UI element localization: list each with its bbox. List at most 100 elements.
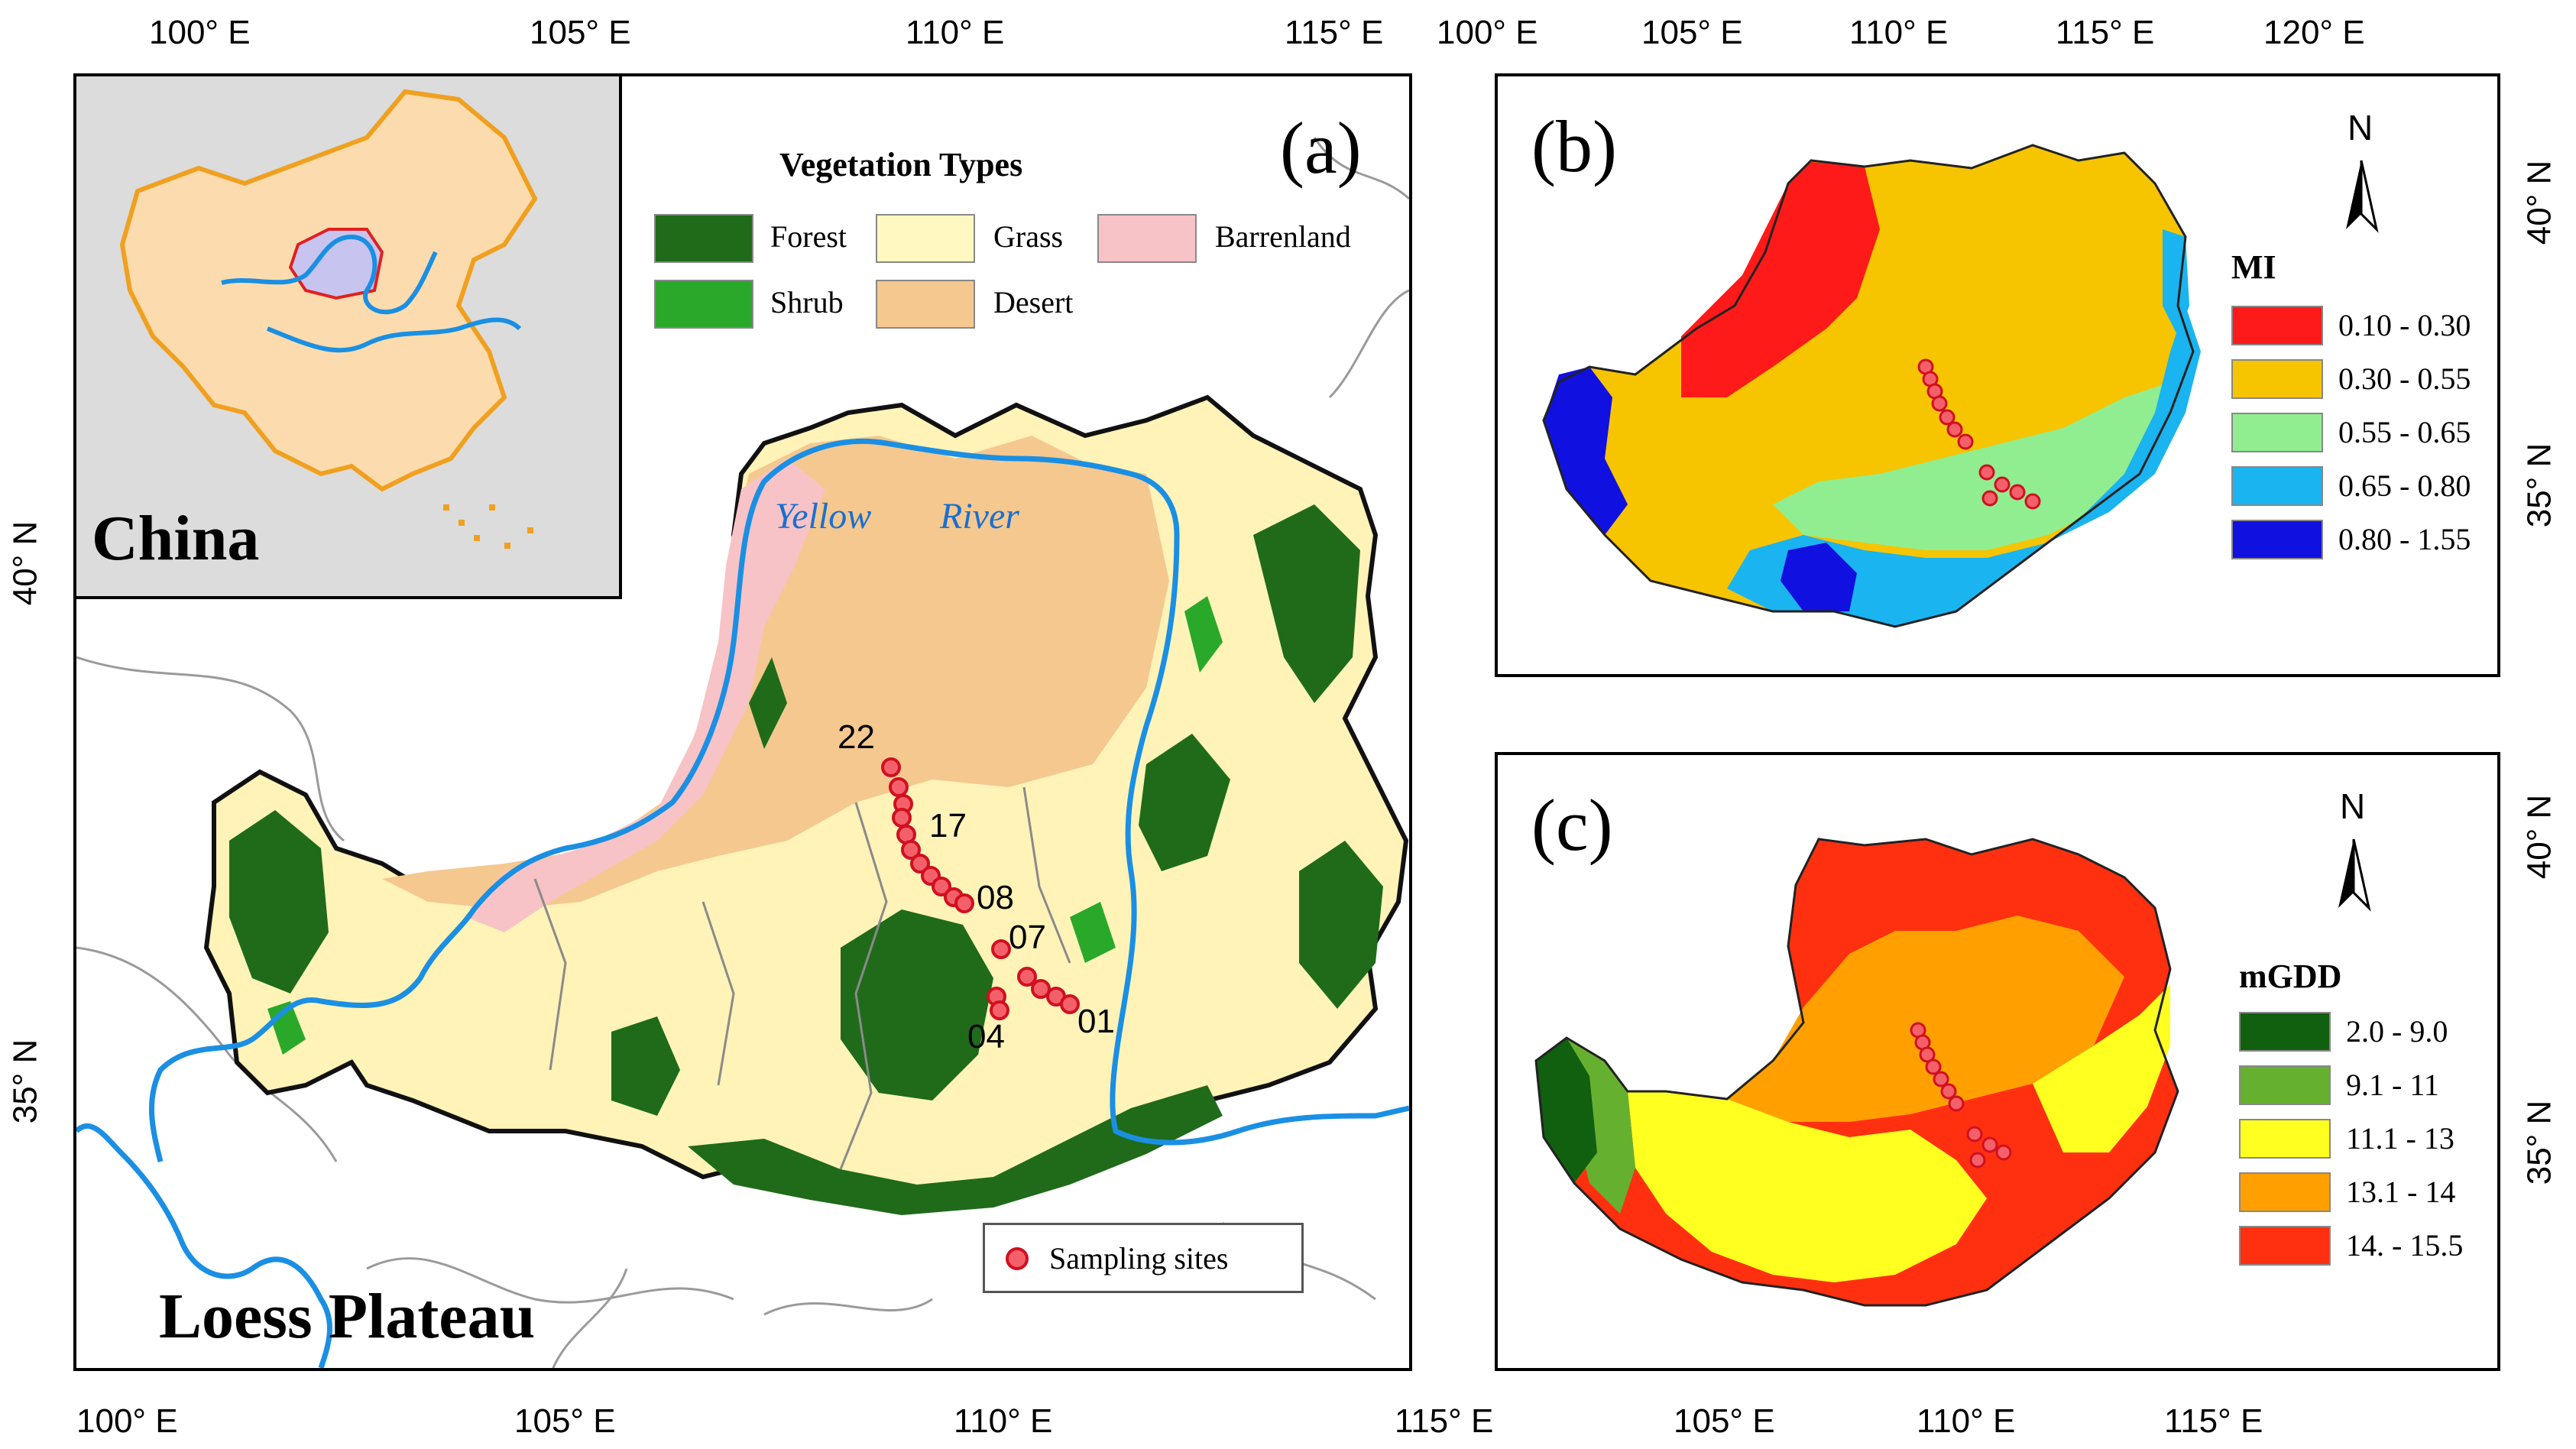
gdd-legend-label-2: 11.1 - 13	[2346, 1121, 2454, 1156]
a-top-tick-110: 110° E	[906, 14, 1005, 51]
river-label-yellow: Yellow	[775, 496, 872, 536]
legend-barrenland-label: Barrenland	[1215, 219, 1351, 254]
inset-yellow-river	[221, 234, 438, 315]
inset-yangtze-river	[266, 317, 522, 353]
a-bottom-tick-115: 115° E	[1395, 1402, 1494, 1440]
b-sampling-sites	[1917, 358, 2041, 510]
b-top-tick-110: 110° E	[1849, 14, 1949, 51]
gdd-legend-swatch-3	[2239, 1172, 2331, 1212]
legend-grass-label: Grass	[993, 219, 1064, 254]
b-right-tick-40: 40° N	[2520, 160, 2558, 245]
mi-legend-label-4: 0.80 - 1.55	[2338, 522, 2471, 556]
b-top-tick-115: 115° E	[2056, 14, 2155, 51]
a-left-tick-35: 35° N	[6, 1039, 44, 1124]
a-left-tick-40: 40° N	[6, 520, 44, 606]
vegetation-legend-title: Vegetation Types	[779, 146, 1023, 183]
gdd-legend-swatch-2	[2239, 1119, 2331, 1159]
legend-shrub-swatch	[654, 280, 753, 329]
mi-blue-zone	[1544, 367, 1628, 535]
gdd-legend-label-4: 14. - 15.5	[2346, 1228, 2464, 1263]
b-right-tick-35: 35° N	[2520, 442, 2558, 528]
c-right-tick-40: 40° N	[2520, 794, 2558, 880]
panel-a-map: China (a) Vegetation Types Forest Grass …	[73, 73, 1412, 1371]
legend-desert-label: Desert	[993, 285, 1074, 319]
mi-lightgreen-zone	[1773, 382, 2170, 550]
a-bottom-tick-110: 110° E	[954, 1402, 1053, 1440]
gdd-legend-label-1: 9.1 - 11	[2346, 1068, 2439, 1102]
panel-c-label: (c)	[1531, 784, 1613, 866]
mi-legend-label-0: 0.10 - 0.30	[2338, 308, 2471, 342]
c-north-arrow	[2338, 838, 2371, 912]
china-inset-svg	[119, 89, 538, 549]
mi-legend-swatch-3	[2231, 466, 2323, 506]
panel-b-svg	[1542, 144, 2379, 628]
site-label-17: 17	[929, 807, 967, 844]
gdd-legend-label-3: 13.1 - 14	[2346, 1175, 2456, 1209]
province-lines	[533, 786, 1071, 1170]
site-label-08: 08	[977, 879, 1014, 916]
gdd-legend-swatch-4	[2239, 1226, 2331, 1266]
a-top-tick-105: 105° E	[530, 14, 631, 51]
yellow-river	[76, 1123, 333, 1368]
mi-cyan-zone	[1727, 306, 2201, 627]
panel-b-label: (b)	[1531, 105, 1617, 187]
mi-outline	[1542, 144, 2195, 628]
c-sampling-sites	[1910, 1022, 2012, 1169]
inset-loess-plateau	[288, 228, 384, 300]
sampling-sites-legend: Sampling sites	[983, 1223, 1304, 1293]
c-bottom-tick-110: 110° E	[1917, 1402, 2016, 1440]
mi-legend-title: MI	[2231, 248, 2276, 286]
forest-patches	[229, 504, 1383, 1215]
site-label-04: 04	[967, 1018, 1005, 1055]
a-bottom-tick-100: 100° E	[76, 1402, 178, 1440]
mi-legend-label-2: 0.55 - 0.65	[2338, 415, 2471, 449]
c-bottom-tick-115: 115° E	[2164, 1402, 2263, 1440]
barrenland-area	[466, 459, 825, 932]
panel-c-svg	[1534, 838, 2371, 1307]
sampling-sites	[881, 757, 1080, 1020]
mi-legend-label-3: 0.65 - 0.80	[2338, 468, 2471, 503]
site-label-22: 22	[838, 718, 875, 756]
panel-b-map: (b) N MI 0.10 - 0.30 0.30 - 0.55 0.55 - …	[1495, 73, 2500, 677]
a-top-tick-115: 115° E	[1285, 14, 1384, 51]
loess-plateau-label: Loess Plateau	[159, 1281, 536, 1352]
yellow-river-main	[148, 439, 1409, 1162]
legend-forest-swatch	[654, 214, 753, 263]
mi-legend-swatch-4	[2231, 520, 2323, 559]
gdd-legend-title: mGDD	[2239, 958, 2342, 995]
b-top-tick-120: 120° E	[2263, 14, 2365, 51]
inset-islands	[443, 504, 533, 549]
c-bottom-tick-105: 105° E	[1674, 1402, 1775, 1440]
mi-legend-swatch-0	[2231, 306, 2323, 345]
site-label-07: 07	[1009, 919, 1046, 956]
panel-a-svg	[76, 137, 1409, 1368]
mi-legend-swatch-2	[2231, 413, 2323, 452]
a-top-tick-100: 100° E	[149, 14, 251, 51]
b-north-label: N	[2348, 108, 2373, 147]
panel-a-label: (a)	[1280, 107, 1362, 189]
panel-c-map: (c) N mGDD 2.0 - 9.0 9.1 - 11 11.1 - 13 …	[1495, 752, 2500, 1371]
china-label: China	[92, 503, 260, 574]
b-north-arrow	[2346, 160, 2379, 233]
gdd-legend-label-0: 2.0 - 9.0	[2346, 1014, 2448, 1049]
mi-legend-label-1: 0.30 - 0.55	[2338, 361, 2471, 396]
gdd-yellow-east	[2033, 984, 2170, 1152]
china-inset: China	[76, 76, 622, 599]
legend-shrub-label: Shrub	[770, 285, 844, 319]
mi-blue-south	[1781, 543, 1857, 611]
sampling-legend-marker	[1006, 1247, 1029, 1270]
river-label-river: River	[940, 496, 1019, 536]
gdd-legend-swatch-0	[2239, 1012, 2331, 1052]
gdd-outline	[1534, 838, 2179, 1307]
gdd-yellow-zone	[1628, 1091, 1987, 1282]
gdd-orange-zone	[1727, 916, 2124, 1122]
site-label-01: 01	[1077, 1003, 1115, 1040]
b-top-tick-105: 105° E	[1641, 14, 1743, 51]
b-top-tick-100: 100° E	[1437, 14, 1538, 51]
mi-red-zone	[1681, 162, 1880, 397]
shrub-patches	[267, 596, 1223, 1055]
legend-desert-swatch	[876, 280, 975, 329]
a-bottom-tick-105: 105° E	[514, 1402, 616, 1440]
legend-barrenland-swatch	[1097, 214, 1197, 263]
legend-grass-swatch	[876, 214, 975, 263]
